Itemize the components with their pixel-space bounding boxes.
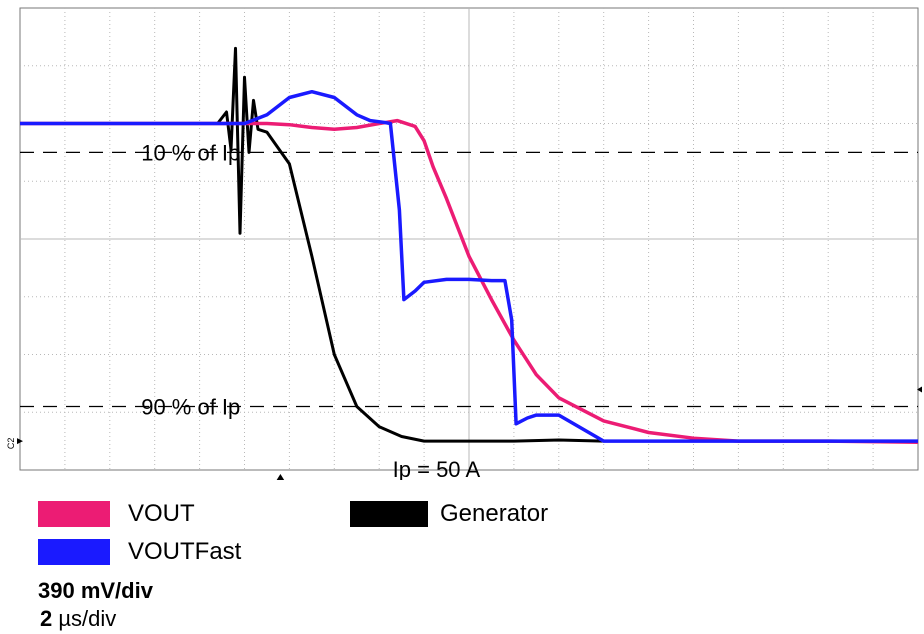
traces: [20, 46, 919, 445]
series-generator-line: [20, 46, 604, 443]
legend-swatch-generator: [350, 501, 428, 527]
time-per-div: 2 µs/div: [40, 606, 116, 632]
legend-label-voutfast: VOUTFast: [128, 538, 242, 565]
series-voutfast-line: [20, 89, 918, 443]
legend-item-vout: VOUT: [38, 500, 195, 528]
channel-marker: C2: [6, 438, 16, 450]
reference-label-2: 90 % of Ip: [141, 394, 240, 419]
channel-tick: [17, 438, 23, 445]
legend-swatch-voutfast: [38, 539, 110, 565]
legend-label-vout: VOUT: [128, 500, 195, 527]
legend-item-voutfast: VOUTFast: [38, 538, 241, 566]
time-per-div-value: 2: [40, 606, 53, 631]
legend-swatch-vout: [38, 501, 110, 527]
legend-label-generator: Generator: [440, 500, 549, 527]
legend-item-generator: Generator: [350, 500, 548, 528]
volts-per-div: 390 mV/div: [38, 578, 153, 603]
series-vout-line: [20, 118, 919, 445]
annotation-label-1: Ip = 50 A: [393, 457, 481, 480]
reference-lines: 10 % of Ip 90 % of Ip: [20, 140, 918, 419]
trigger-marker: [276, 474, 285, 480]
time-per-div-unit: µs/div: [58, 606, 117, 631]
grid: [20, 8, 918, 470]
reference-label-1: 10 % of Ip: [141, 140, 240, 165]
right-edge-marker: [917, 386, 922, 393]
oscilloscope-plot: 10 % of Ip 90 % of Ip Ip = 50 A C2: [6, 7, 922, 480]
plot-markers: Ip = 50 A C2: [6, 386, 922, 480]
